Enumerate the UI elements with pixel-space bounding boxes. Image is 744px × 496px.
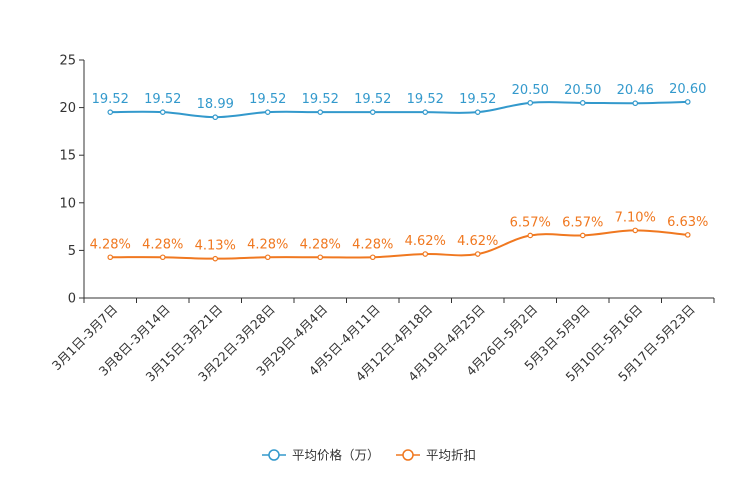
data-point[interactable] — [474, 251, 481, 257]
data-point[interactable] — [369, 254, 376, 261]
data-label: 19.52 — [459, 92, 496, 107]
data-label: 7.10% — [615, 210, 656, 225]
data-label: 4.28% — [352, 237, 393, 252]
series-line — [110, 229, 688, 260]
data-label: 19.52 — [302, 92, 339, 107]
legend-marker-icon — [402, 449, 414, 461]
y-tick-label: 20 — [59, 101, 76, 116]
data-label: 19.52 — [407, 92, 444, 107]
data-point[interactable] — [317, 109, 324, 115]
data-label: 4.28% — [247, 237, 288, 252]
data-point[interactable] — [527, 100, 534, 106]
data-label: 4.28% — [142, 237, 183, 252]
legend-item-0[interactable]: 平均价格（万） — [262, 448, 380, 463]
data-point[interactable] — [212, 255, 219, 262]
data-label: 19.52 — [249, 92, 286, 107]
data-point[interactable] — [107, 254, 114, 261]
data-label: 4.13% — [195, 239, 236, 254]
legend-marker-icon — [268, 449, 280, 461]
legend-label: 平均折扣 — [426, 448, 476, 463]
data-point[interactable] — [369, 109, 376, 115]
data-point[interactable] — [684, 99, 691, 105]
data-label: 19.52 — [92, 92, 129, 107]
data-label: 19.52 — [354, 92, 391, 107]
y-axis-ticks: 0 5 10 15 20 25 — [59, 54, 84, 307]
data-label: 18.99 — [197, 97, 234, 112]
data-point[interactable] — [264, 109, 271, 115]
data-point[interactable] — [579, 100, 586, 106]
x-axis-ticks: 3月1日-3月7日3月8日-3月14日3月15日-3月21日3月22日-3月28… — [49, 298, 715, 384]
data-point[interactable] — [264, 254, 271, 261]
data-label: 20.50 — [564, 83, 601, 98]
y-tick-label: 0 — [68, 292, 76, 307]
data-label: 6.63% — [667, 215, 708, 230]
data-point[interactable] — [159, 109, 166, 115]
y-tick-label: 25 — [59, 54, 76, 69]
series-0: 19.52 19.52 18.99 19.52 19.52 19.52 19.52 19.52… — [92, 82, 706, 121]
series-group: 19.52 19.52 18.99 19.52 19.52 19.52 19.52 19.52… — [90, 82, 708, 262]
data-label: 20.46 — [617, 83, 654, 98]
y-tick-label: 5 — [68, 244, 76, 259]
legend[interactable]: 平均价格（万） 平均折扣 — [262, 448, 476, 463]
series-1: 4.28% 4.28% 4.13% 4.28% 4.28% 4.28% 4.62% 4.62%… — [90, 210, 708, 262]
data-point[interactable] — [684, 232, 691, 238]
data-label: 6.57% — [562, 215, 603, 230]
data-point[interactable] — [527, 232, 534, 239]
data-label: 6.57% — [510, 215, 551, 230]
data-point[interactable] — [422, 109, 429, 115]
y-tick-label: 10 — [59, 196, 76, 211]
y-tick-label: 15 — [59, 149, 76, 164]
data-point[interactable] — [632, 227, 639, 234]
data-point[interactable] — [422, 251, 429, 257]
data-label: 20.60 — [669, 82, 706, 97]
data-label: 4.62% — [457, 234, 498, 249]
data-point[interactable] — [107, 109, 114, 115]
data-label: 4.62% — [405, 234, 446, 249]
data-point[interactable] — [579, 232, 586, 239]
data-point[interactable] — [159, 254, 166, 261]
data-point[interactable] — [212, 114, 219, 121]
data-label: 19.52 — [144, 92, 181, 107]
data-label: 4.28% — [90, 237, 131, 252]
data-point[interactable] — [474, 109, 481, 115]
legend-label: 平均价格（万） — [292, 448, 380, 463]
data-point[interactable] — [632, 100, 639, 107]
data-label: 4.28% — [300, 237, 341, 252]
data-point[interactable] — [317, 254, 324, 261]
data-label: 20.50 — [512, 83, 549, 98]
series-line — [110, 100, 688, 119]
legend-item-1[interactable]: 平均折扣 — [396, 448, 476, 463]
